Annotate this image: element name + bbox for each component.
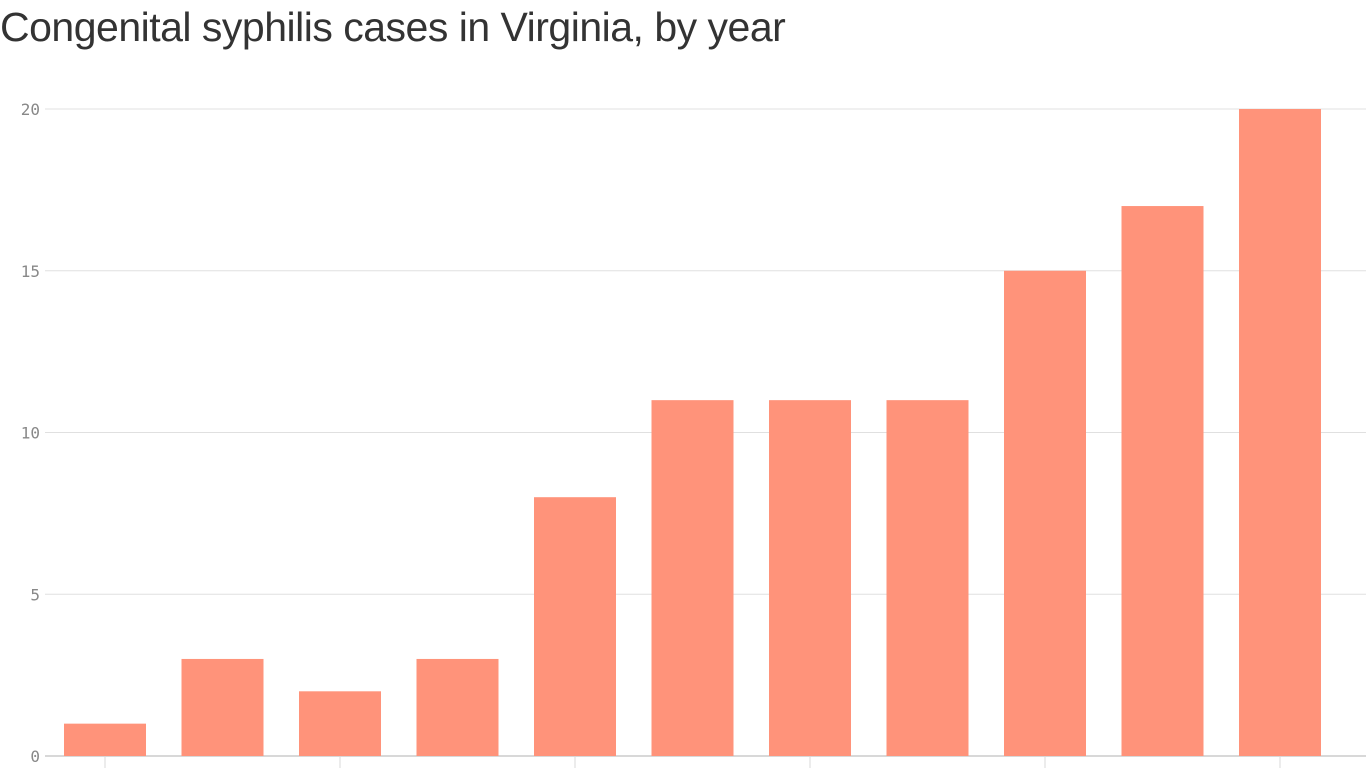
bar [769,400,851,756]
bar [181,658,264,756]
bar [1004,270,1086,756]
bar [416,658,499,756]
y-tick-label: 20 [21,100,40,119]
y-tick-label: 0 [30,747,40,766]
bar [651,400,734,756]
bar [1239,109,1321,756]
bar [886,400,969,756]
chart-title: Congenital syphilis cases in Virginia, b… [0,4,786,50]
bar [1121,206,1204,757]
bar [64,723,146,756]
bar [299,691,381,756]
bar [534,497,616,756]
y-tick-label: 15 [21,262,40,281]
y-tick-label: 5 [30,585,40,604]
y-tick-label: 10 [21,424,40,443]
